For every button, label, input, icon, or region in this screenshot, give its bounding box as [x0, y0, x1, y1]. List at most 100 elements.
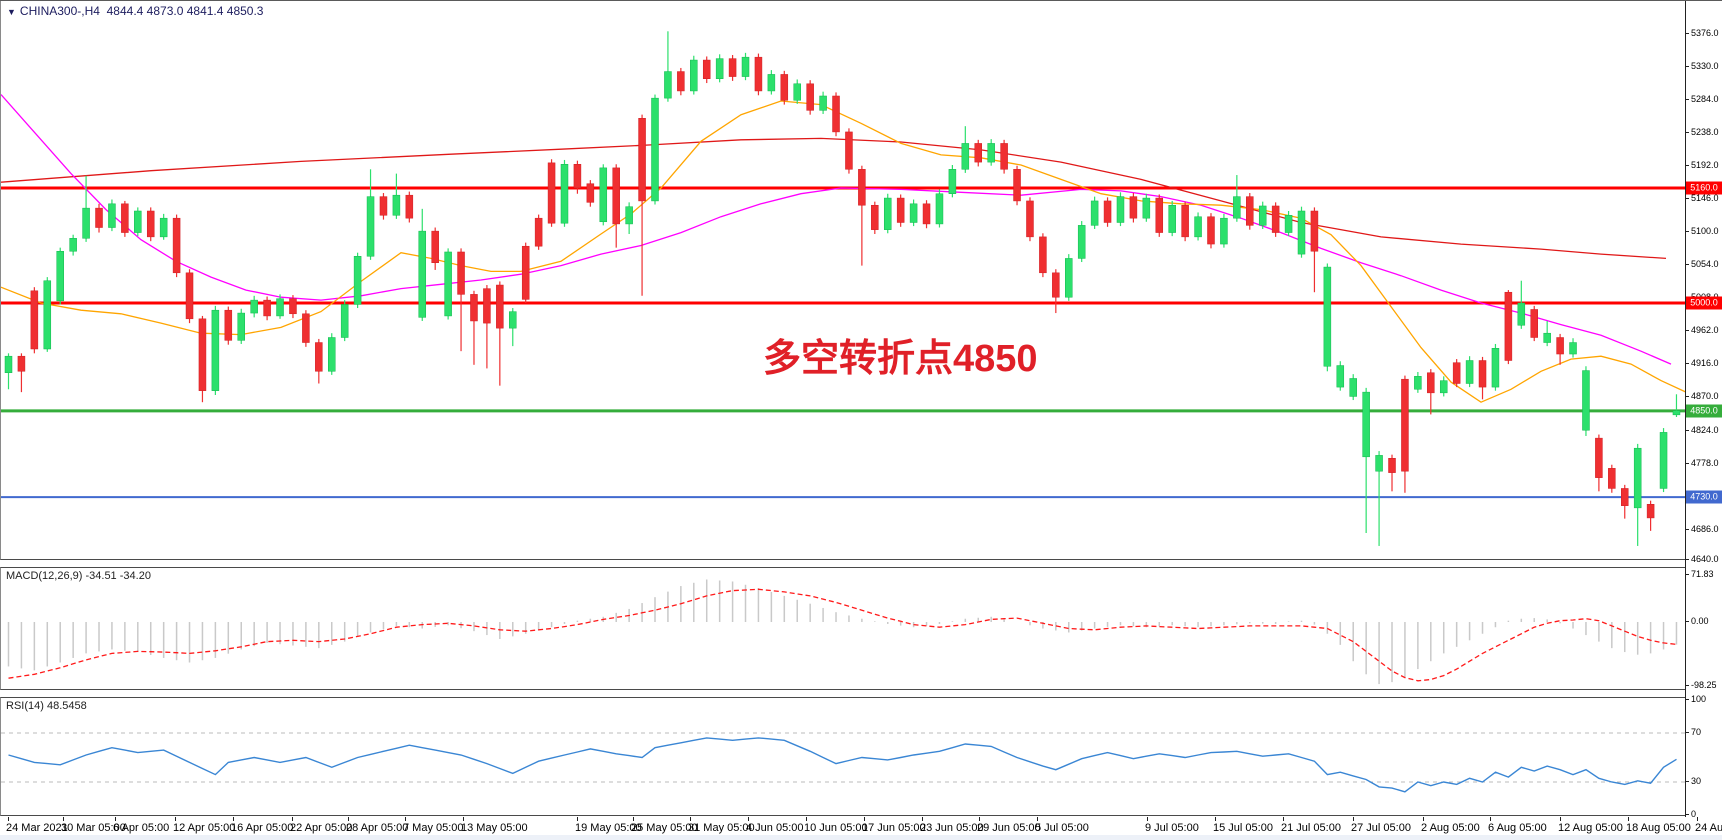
- candle: [1013, 165, 1021, 206]
- macd-tick-label: -98.25: [1691, 680, 1717, 691]
- price-line-badge: 5000.0: [1686, 296, 1722, 310]
- candle: [56, 247, 64, 305]
- candle: [276, 294, 284, 319]
- macd-label: MACD(12,26,9) -34.51 -34.20: [6, 570, 151, 582]
- candle: [146, 207, 155, 242]
- time-tick-label: 4 Jun 05:00: [746, 822, 804, 834]
- axis-tick: [1685, 429, 1689, 431]
- time-tick-label: 30 Mar 05:00: [61, 822, 126, 834]
- candle: [237, 308, 245, 344]
- candle: [1608, 464, 1616, 493]
- time-tick: [1628, 817, 1629, 821]
- price-line-badge: 5160.0: [1686, 181, 1722, 195]
- axis-tick: [1685, 780, 1689, 782]
- candle: [1414, 372, 1422, 393]
- candle: [4, 353, 13, 390]
- price-tick-label: 5376.0: [1691, 27, 1719, 38]
- axis-tick: [1685, 198, 1689, 200]
- axis-tick: [1685, 264, 1689, 266]
- candle: [612, 164, 620, 248]
- candle: [470, 290, 478, 365]
- candlestick-chart[interactable]: [1, 1, 1686, 560]
- axis-tick: [1685, 98, 1689, 100]
- price-tick-label: 4962.0: [1691, 325, 1719, 336]
- axis-tick: [1685, 814, 1689, 815]
- candle: [1672, 394, 1681, 418]
- rsi-chart[interactable]: [1, 698, 1686, 817]
- symbol-period-label: CHINA300-,H4: [19, 4, 100, 18]
- rsi-indicator-panel[interactable]: RSI(14) 48.5458: [0, 697, 1686, 817]
- time-tick: [1423, 817, 1424, 821]
- symbol-dropdown-icon[interactable]: ▼: [7, 7, 16, 17]
- time-tick: [1215, 817, 1216, 821]
- time-tick: [1037, 817, 1038, 821]
- time-tick-label: 13 May 05:00: [461, 822, 528, 834]
- time-tick-label: 6 Apr 05:00: [113, 822, 170, 834]
- candle: [1595, 434, 1603, 492]
- candle: [1246, 193, 1254, 230]
- candle: [780, 70, 789, 105]
- candle: [845, 128, 853, 174]
- rsi-label: RSI(14) 48.5458: [6, 700, 87, 712]
- ohlc-close: 4850.3: [226, 4, 264, 18]
- price-tick-label: 5330.0: [1691, 60, 1719, 71]
- rsi-tick-label: 0: [1691, 809, 1697, 819]
- candle: [948, 164, 957, 198]
- time-tick-label: 12 Aug 05:00: [1558, 822, 1623, 834]
- candle: [1220, 213, 1228, 248]
- time-tick: [690, 817, 691, 821]
- macd-indicator-panel[interactable]: MACD(12,26,9) -34.51 -34.20: [0, 567, 1685, 690]
- candle: [315, 338, 323, 384]
- axis-tick: [1685, 685, 1689, 687]
- price-tick-label: 4916.0: [1691, 358, 1719, 369]
- candle: [793, 79, 801, 104]
- time-tick-label: 18 Aug 05:00: [1626, 822, 1691, 834]
- price-tick-label: 4778.0: [1691, 457, 1719, 468]
- candle: [1181, 201, 1189, 242]
- axis-tick: [1685, 621, 1689, 622]
- candle: [599, 164, 608, 226]
- time-tick-label: 2 Aug 05:00: [1421, 822, 1480, 834]
- candle: [444, 248, 452, 320]
- time-tick-label: 17 Jun 05:00: [862, 822, 926, 834]
- candle: [806, 80, 814, 115]
- candle: [832, 92, 840, 137]
- axis-tick: [1685, 363, 1689, 365]
- candle: [1052, 269, 1060, 314]
- time-tick-label: 23 Jun 05:00: [920, 822, 984, 834]
- time-tick: [463, 817, 464, 821]
- candle: [1000, 139, 1008, 174]
- candle: [547, 159, 556, 227]
- time-tick: [1353, 817, 1354, 821]
- candle: [1517, 280, 1526, 329]
- time-tick: [1490, 817, 1491, 821]
- time-tick-label: 21 Jul 05:00: [1281, 822, 1341, 834]
- candle: [883, 193, 892, 234]
- candle: [1194, 212, 1202, 241]
- time-tick-label: 15 Jul 05:00: [1213, 822, 1273, 834]
- candle: [819, 91, 827, 114]
- candle: [17, 353, 26, 393]
- axis-tick: [1685, 330, 1689, 332]
- time-tick: [748, 817, 749, 821]
- macd-chart[interactable]: [1, 568, 1686, 691]
- candle: [509, 308, 517, 347]
- time-axis[interactable]: 24 Mar 2021 30 Mar 05:00 6 Apr 05:00 12 Apr…: [0, 817, 1722, 840]
- candle: [664, 31, 672, 102]
- time-tick: [979, 817, 980, 821]
- macd-tick-label: 71.83: [1691, 569, 1714, 580]
- candle: [909, 199, 918, 227]
- candle: [871, 201, 879, 234]
- axis-tick: [1685, 131, 1689, 133]
- time-tick-label: 5 Jul 05:00: [1035, 822, 1089, 834]
- candle: [30, 287, 39, 354]
- candle: [1582, 366, 1590, 436]
- candle: [1336, 361, 1345, 391]
- main-price-panel[interactable]: ▼ CHINA300-,H4 4844.4 4873.0 4841.4 4850.…: [0, 1, 1686, 560]
- time-tick-label: 31 May 05:00: [688, 822, 755, 834]
- time-tick: [1147, 817, 1148, 821]
- candle: [1439, 376, 1448, 397]
- candle: [1207, 213, 1215, 249]
- candle: [1116, 192, 1125, 227]
- price-axis-separator: [1685, 1, 1686, 817]
